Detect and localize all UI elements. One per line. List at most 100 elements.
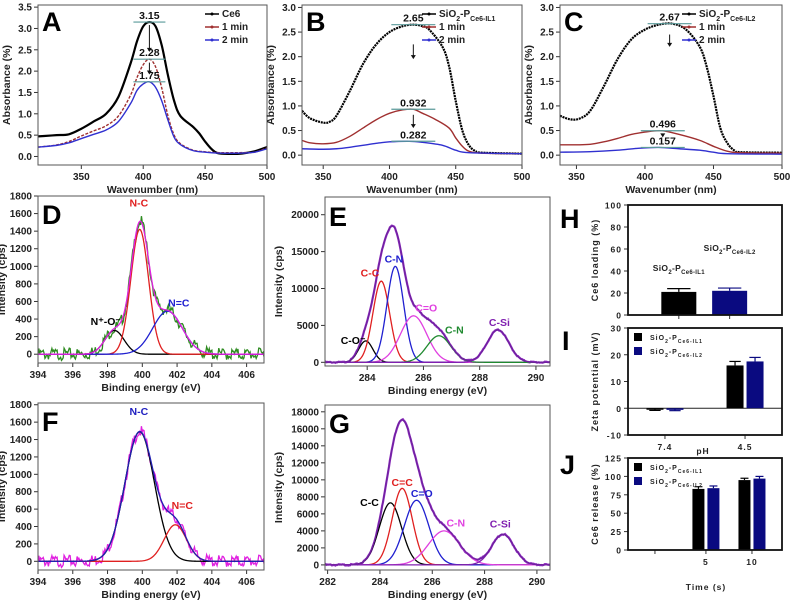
y-tick-label: 400 xyxy=(15,522,32,533)
x-tick-label: 394 xyxy=(30,577,47,588)
plot-frame xyxy=(37,195,265,364)
x-tick-label: 450 xyxy=(197,172,214,183)
y-tick-label: 80 xyxy=(611,223,622,233)
y-tick-label: 400 xyxy=(15,315,32,326)
legend-marker xyxy=(687,25,691,29)
panel-i: I -10 0 10 20 30 Zeta potential (mV) 7.4 4.5 pH Si… xyxy=(562,324,783,456)
x-tick-label: 400 xyxy=(134,577,151,588)
legend-swatch xyxy=(634,477,642,485)
label-part: Ce6-IL1 xyxy=(470,16,495,23)
y-tick-label: 0 xyxy=(313,560,319,571)
y-tick-label: 8000 xyxy=(297,492,320,503)
y-tick-label: 200 xyxy=(15,539,32,550)
y-tick-label: 1.5 xyxy=(282,77,296,88)
peak-label: N-C xyxy=(129,198,148,210)
y-tick-label: 2.5 xyxy=(18,45,32,56)
y-axis-label: Absorbance (%) xyxy=(523,45,535,125)
y-tick-label: 20000 xyxy=(291,210,319,221)
y-tick-label: 3.0 xyxy=(282,3,296,14)
legend-swatch xyxy=(634,463,642,471)
peak-value-label: 2.67 xyxy=(659,12,680,24)
peak-value-label: 0.282 xyxy=(400,129,426,141)
x-tick-label: 282 xyxy=(319,577,336,588)
plot-frame xyxy=(324,404,551,571)
raw-spectrum xyxy=(38,216,264,362)
y-tick-label: 12000 xyxy=(291,458,319,469)
envelope-fit xyxy=(325,225,550,363)
label-part: SiO xyxy=(699,9,716,20)
x-tick-label: 5 xyxy=(703,557,709,567)
label-part: 2 xyxy=(665,353,669,359)
x-tick-label: 4.5 xyxy=(738,442,753,452)
peak-label: N⁺-O⁻ xyxy=(91,316,122,328)
plot-area xyxy=(38,20,267,156)
label-part: 2 xyxy=(716,16,720,23)
y-tick-label: 0 xyxy=(616,311,622,321)
x-tick-label: 400 xyxy=(637,172,654,183)
envelope-fit xyxy=(38,430,264,562)
panel-letter: H xyxy=(560,204,580,234)
y-tick-label: 2.0 xyxy=(282,52,296,63)
plot-area xyxy=(38,216,264,362)
y-tick-label: 20 xyxy=(611,350,622,360)
panel-letter: A xyxy=(42,7,62,37)
y-tick-label: 800 xyxy=(15,279,32,290)
y-tick-label: 18000 xyxy=(291,407,319,418)
y-tick-label: 1.0 xyxy=(282,101,296,112)
y-tick-label: 0.0 xyxy=(540,151,554,162)
y-tick-label: 1200 xyxy=(10,452,33,463)
peak-label: C-Si xyxy=(489,317,510,329)
peak-value-label: 2.65 xyxy=(403,13,424,25)
raw-spectrum xyxy=(325,417,550,567)
y-tick-label: 1000 xyxy=(10,262,33,273)
y-tick-label: 0.5 xyxy=(282,126,296,137)
y-axis-label: Absorbance (%) xyxy=(1,45,13,125)
y-tick-label: 1000 xyxy=(10,470,33,481)
legend-label: 1 min xyxy=(222,22,248,33)
y-axis-label: Intensity (cps) xyxy=(273,246,285,317)
peak-label: C-Si xyxy=(490,518,511,530)
legend-marker xyxy=(210,25,214,29)
legend-marker xyxy=(687,12,691,16)
y-tick-label: 60 xyxy=(611,245,622,255)
panel-letter: C xyxy=(564,7,584,37)
label-part: SiO xyxy=(650,465,665,472)
x-tick-label: 404 xyxy=(204,370,221,381)
label-part: SiO xyxy=(653,263,669,273)
y-tick-label: 50 xyxy=(611,509,622,519)
plot-frame xyxy=(627,327,783,436)
x-tick-label: 400 xyxy=(381,172,398,183)
y-tick-label: 10 xyxy=(611,377,622,387)
legend-label: SiO2-PCe6-IL1 xyxy=(650,465,703,475)
peak-value-label: 0.496 xyxy=(650,119,676,131)
x-axis-label: Wavenumber (nm) xyxy=(625,184,716,196)
bar xyxy=(661,291,697,315)
plot-area xyxy=(325,224,550,365)
y-tick-label: 1400 xyxy=(10,227,33,238)
peak-label: C=C xyxy=(392,477,414,489)
legend-label: SiO2-PCe6-IL2 xyxy=(650,479,703,489)
y-tick-label: 1800 xyxy=(10,400,33,411)
plot-area xyxy=(38,426,264,569)
x-axis-label: pH xyxy=(696,446,709,456)
y-tick-label: 75 xyxy=(611,490,622,500)
x-tick-label: 286 xyxy=(424,577,441,588)
x-tick-label: 10 xyxy=(746,557,757,567)
y-tick-label: 0 xyxy=(26,350,32,361)
x-tick-label: 396 xyxy=(64,577,81,588)
peak-label: C-C xyxy=(360,497,379,509)
peak-label: C-N xyxy=(446,518,465,530)
y-tick-label: 1.0 xyxy=(18,109,32,120)
y-tick-label: 25 xyxy=(611,527,622,537)
panel-letter: B xyxy=(306,7,326,37)
x-tick-label: 288 xyxy=(471,373,488,384)
fitted-peak xyxy=(38,329,264,355)
peak-value-label: 1.75 xyxy=(139,70,160,82)
y-axis-label: Ce6 loading (%) xyxy=(590,219,600,302)
peak-label: N=C xyxy=(172,500,194,512)
y-tick-label: 0.5 xyxy=(18,131,32,142)
label-part: SiO xyxy=(650,479,665,486)
fitted-peak xyxy=(325,499,550,566)
panel-j: J 0 25 50 75 100 125 Ce6 release (%) 5 10 Time (s)… xyxy=(560,450,783,592)
y-tick-label: 600 xyxy=(15,297,32,308)
